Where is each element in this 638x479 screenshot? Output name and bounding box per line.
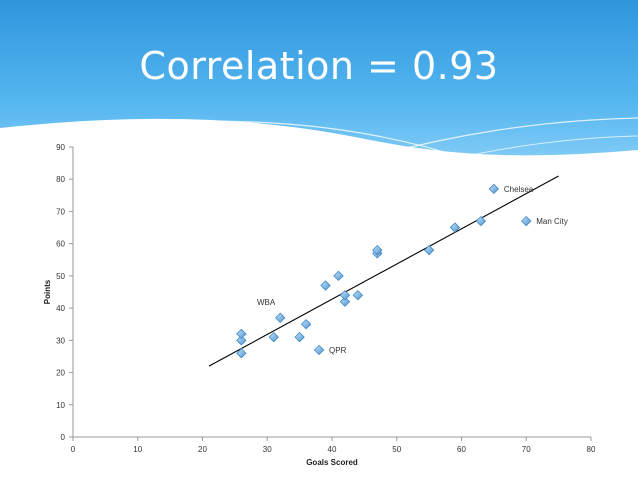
y-axis-label: Points [43,279,52,304]
x-tick-label: 0 [71,445,76,454]
data-point [236,335,247,346]
point-label: QPR [329,346,347,355]
trendline [208,175,559,367]
chart-axes: 0 10 20 30 40 50 60 70 80 90 0 10 20 30 40 50 60 70 80 Goal… [43,143,596,467]
data-points [236,183,532,359]
x-tick-label: 50 [392,445,401,454]
data-point [236,328,247,340]
y-tick-label: 0 [61,433,66,442]
y-tick-label: 60 [56,240,65,249]
y-tick-label: 90 [56,143,65,152]
y-tick-label: 30 [56,336,65,345]
y-tick-label: 40 [56,304,65,313]
trendline-segment [208,175,559,367]
header-background [0,0,638,175]
slide-title: Correlation = 0.93 [139,44,499,88]
point-label: Man City [536,217,568,226]
y-tick-label: 70 [56,207,65,216]
x-tick-label: 40 [328,445,337,454]
x-tick-label: 70 [522,445,531,454]
x-tick-label: 80 [587,445,596,454]
data-point [521,215,532,227]
x-tick-label: 20 [198,445,207,454]
data-point [475,215,487,227]
data-point [339,290,351,301]
data-point [313,344,325,356]
data-point [352,290,364,301]
x-tick-label: 10 [133,445,142,454]
x-tick-label: 30 [263,445,272,454]
data-point [300,319,312,330]
data-point [320,280,331,291]
x-tick-label: 60 [457,445,466,454]
point-labels: WBA QPR Chelsea Man City [257,185,568,355]
point-label: WBA [257,298,276,307]
data-point [372,244,383,256]
data-point [275,312,286,323]
data-point [333,270,344,282]
y-tick-label: 20 [56,369,65,378]
point-label: Chelsea [504,185,534,194]
data-point [423,244,435,256]
x-axis-label: Goals Scored [306,458,358,467]
data-point [294,331,305,343]
y-tick-label: 10 [56,401,65,410]
data-point [268,331,279,343]
data-point [449,222,461,233]
y-tick-label: 50 [56,272,65,281]
data-point [236,348,247,359]
data-point [488,183,500,195]
data-point [339,296,351,307]
y-tick-label: 80 [56,175,65,184]
